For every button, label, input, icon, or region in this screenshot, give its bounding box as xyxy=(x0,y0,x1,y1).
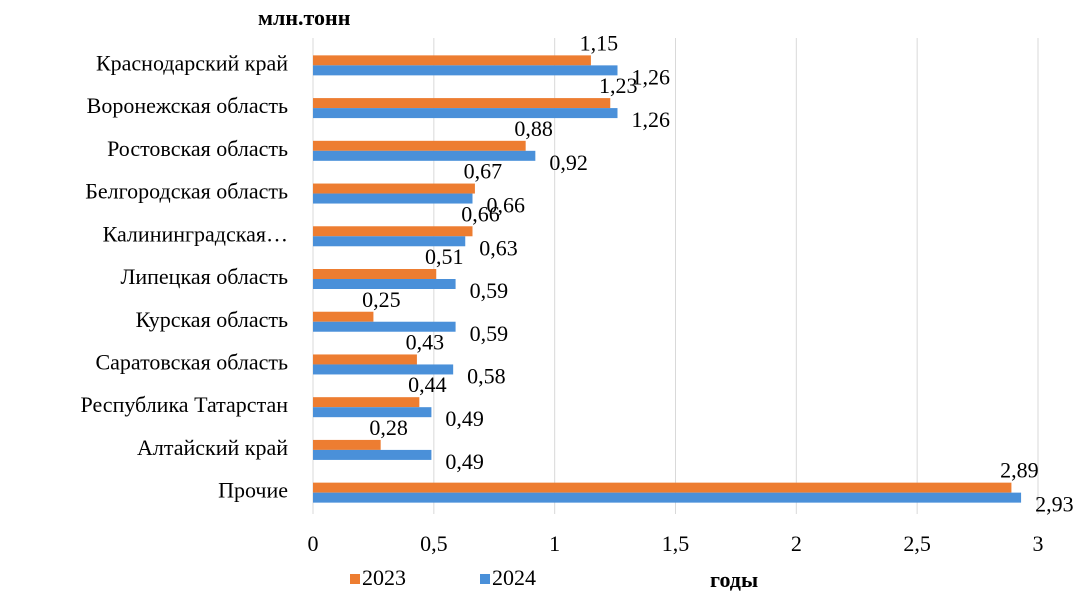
data-label: 0,49 xyxy=(445,406,484,431)
x-axis-title: годы xyxy=(710,567,758,592)
bar xyxy=(313,397,420,408)
bar xyxy=(313,55,591,66)
data-label: 1,26 xyxy=(632,107,671,132)
data-label: 0,58 xyxy=(467,364,506,389)
data-label: 0,92 xyxy=(549,150,588,175)
data-label: 0,49 xyxy=(445,449,484,474)
legend-label: 2023 xyxy=(362,565,406,590)
y-tick-label: Липецкая область xyxy=(120,264,288,289)
bar xyxy=(313,150,536,161)
data-label: 1,23 xyxy=(599,73,638,98)
data-label: 0,59 xyxy=(470,278,509,303)
y-tick-label: Белгородская область xyxy=(85,179,288,204)
legend-swatch xyxy=(480,574,490,584)
bar xyxy=(313,407,432,418)
data-label: 2,93 xyxy=(1035,492,1074,517)
y-tick-label: Воронежская область xyxy=(87,93,288,118)
data-label: 0,67 xyxy=(464,159,503,184)
data-label: 0,66 xyxy=(461,201,500,226)
bar xyxy=(313,311,374,322)
y-tick-label: Республика Татарстан xyxy=(81,392,289,417)
bar xyxy=(313,279,456,289)
data-label: 0,88 xyxy=(514,116,553,141)
bar xyxy=(313,140,526,151)
x-tick-label: 1,5 xyxy=(662,531,690,556)
y-tick-label: Краснодарский край xyxy=(96,50,288,75)
bar xyxy=(313,183,475,194)
data-label: 0,51 xyxy=(425,244,464,269)
y-axis-title: млн.тонн xyxy=(258,5,351,30)
x-tick-label: 2 xyxy=(791,531,802,556)
data-label: 0,59 xyxy=(470,321,509,346)
x-tick-label: 0,5 xyxy=(420,531,448,556)
data-label: 1,26 xyxy=(632,64,671,89)
bar xyxy=(313,492,1022,503)
data-label: 0,44 xyxy=(408,372,447,397)
data-label: 0,66 xyxy=(487,193,526,218)
data-label: 2,89 xyxy=(1000,458,1039,483)
y-tick-label: Прочие xyxy=(218,478,288,503)
legend-swatch xyxy=(350,574,360,584)
x-tick-label: 3 xyxy=(1033,531,1044,556)
y-tick-label: Ростовская область xyxy=(107,136,288,161)
bar xyxy=(313,108,618,119)
data-label: 0,25 xyxy=(362,287,401,312)
x-tick-label: 2,5 xyxy=(903,531,931,556)
bar xyxy=(313,193,473,204)
x-tick-label: 0 xyxy=(308,531,319,556)
bar xyxy=(313,364,454,375)
bar xyxy=(313,354,417,365)
bar xyxy=(313,236,466,247)
bar xyxy=(313,269,437,279)
bar xyxy=(313,449,432,460)
data-label: 0,28 xyxy=(369,415,408,440)
bar xyxy=(313,482,1012,493)
y-tick-label: Алтайский край xyxy=(137,435,288,460)
bar xyxy=(313,98,611,109)
bar xyxy=(313,321,456,332)
bar xyxy=(313,439,381,450)
bar xyxy=(313,65,618,76)
data-label: 1,15 xyxy=(580,30,619,55)
y-tick-label: Калининградская… xyxy=(103,221,288,246)
legend-label: 2024 xyxy=(492,565,536,590)
bar xyxy=(313,226,473,237)
data-label: 0,43 xyxy=(406,330,445,355)
data-label: 0,63 xyxy=(479,235,518,260)
y-tick-label: Курская область xyxy=(136,307,288,332)
x-tick-label: 1 xyxy=(549,531,560,556)
y-tick-label: Саратовская область xyxy=(95,350,288,375)
